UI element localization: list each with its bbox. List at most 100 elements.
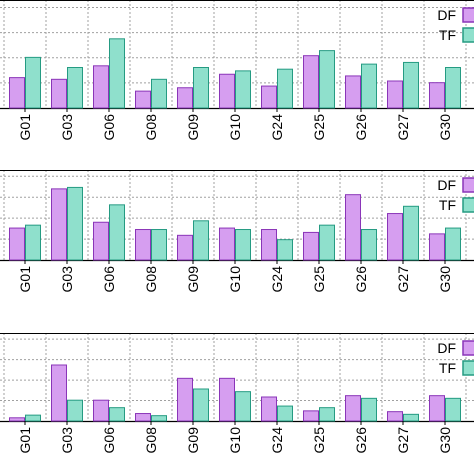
x-tick-label-g24: G24 (269, 427, 285, 454)
bar-df-g06 (93, 399, 109, 422)
x-tick-label-g08: G08 (143, 266, 159, 293)
bar-df-g25 (303, 55, 319, 109)
bar-df-g03 (51, 78, 67, 109)
bar-df-g26 (345, 395, 361, 422)
x-tick-label-g30: G30 (437, 427, 453, 454)
bar-tf-g08 (151, 78, 167, 109)
bar-tf-g03 (67, 399, 83, 422)
x-tick-label-g06: G06 (101, 427, 117, 454)
x-tick-label-g10: G10 (227, 114, 243, 141)
bar-df-g25 (303, 231, 319, 261)
bar-tf-g24 (277, 405, 293, 422)
x-tick-label-g06: G06 (101, 266, 117, 293)
x-tick-label-g25: G25 (311, 266, 327, 293)
x-tick-label-g25: G25 (311, 114, 327, 141)
bar-tf-g24 (277, 68, 293, 109)
bar-df-g27 (387, 80, 403, 109)
legend-label-df: DF (437, 340, 456, 356)
x-tick-label-g25: G25 (311, 427, 327, 454)
x-tick-label-g10: G10 (227, 266, 243, 293)
x-tick-label-g06: G06 (101, 114, 117, 141)
chart-panel-2: G01 G03 G06 G08 G09 G10 G24 G25 G26 G27 G30 DF TF (0, 170, 474, 292)
bar-tf-g06 (109, 407, 125, 422)
bar-tf-g26 (361, 63, 377, 109)
x-tick-label-g30: G30 (437, 114, 453, 141)
bar-df-g24 (261, 396, 277, 422)
bar-df-g06 (93, 221, 109, 261)
x-tick-label-g27: G27 (395, 266, 411, 293)
x-tick-label-g01: G01 (17, 427, 33, 454)
x-tick-label-g24: G24 (269, 266, 285, 293)
x-tick-label-g08: G08 (143, 427, 159, 454)
x-tick-label-g30: G30 (437, 266, 453, 293)
x-tick-label-g27: G27 (395, 427, 411, 454)
bar-df-g10 (219, 377, 235, 422)
bar-df-g10 (219, 227, 235, 261)
bar-tf-g10 (235, 229, 251, 261)
x-tick-label-g09: G09 (185, 266, 201, 293)
bar-df-g08 (135, 229, 151, 261)
bar-df-g24 (261, 229, 277, 261)
x-tick-label-g01: G01 (17, 266, 33, 293)
bar-df-g24 (261, 85, 277, 109)
legend-label-tf: TF (439, 27, 456, 43)
bar-df-g06 (93, 65, 109, 109)
legend-label-df: DF (437, 7, 456, 23)
bar-tf-g08 (151, 229, 167, 261)
x-tick-label-g10: G10 (227, 427, 243, 454)
chart-panel-3: G01 G03 G06 G08 G09 G10 G24 G25 G26 G27 G30 DF TF (0, 333, 474, 453)
bar-tf-g26 (361, 229, 377, 261)
bar-df-g30 (429, 233, 445, 261)
bar-tf-g06 (109, 204, 125, 261)
bar-df-g30 (429, 395, 445, 422)
bar-tf-g30 (445, 67, 461, 109)
x-tick-label-g26: G26 (353, 266, 369, 293)
bar-tf-g26 (361, 397, 377, 422)
x-tick-label-g09: G09 (185, 114, 201, 141)
x-tick-label-g08: G08 (143, 114, 159, 141)
bar-df-g01 (9, 417, 25, 422)
bar-tf-g09 (193, 388, 209, 422)
x-tick-label-g03: G03 (59, 266, 75, 293)
bar-df-g01 (9, 77, 25, 109)
bar-tf-g27 (403, 413, 419, 422)
legend-label-tf: TF (439, 197, 456, 213)
bar-df-g27 (387, 411, 403, 422)
bar-tf-g25 (319, 407, 335, 422)
bar-tf-g01 (25, 414, 41, 422)
bar-tf-g10 (235, 391, 251, 422)
legend-swatch-tf (462, 27, 474, 43)
bar-tf-g27 (403, 61, 419, 109)
bar-tf-g27 (403, 205, 419, 261)
bar-df-g09 (177, 234, 193, 261)
bar-df-g27 (387, 213, 403, 261)
bar-tf-g06 (109, 38, 125, 109)
x-tick-label-g09: G09 (185, 427, 201, 454)
bar-df-g30 (429, 82, 445, 109)
bar-tf-g25 (319, 224, 335, 261)
bar-df-g03 (51, 188, 67, 261)
bar-tf-g03 (67, 67, 83, 109)
legend-swatch-tf (462, 360, 474, 376)
bar-df-g08 (135, 413, 151, 422)
x-tick-label-g03: G03 (59, 114, 75, 141)
legend-swatch-tf (462, 197, 474, 213)
x-tick-label-g27: G27 (395, 114, 411, 141)
bar-df-g01 (9, 227, 25, 261)
bar-df-g26 (345, 194, 361, 261)
bar-tf-g09 (193, 220, 209, 261)
bar-tf-g30 (445, 227, 461, 261)
chart-panel-1: G01 G03 G06 G08 G09 G10 G24 G25 G26 G27 G30 DF TF (0, 0, 474, 140)
x-tick-label-g26: G26 (353, 427, 369, 454)
legend-label-tf: TF (439, 360, 456, 376)
x-tick-label-g24: G24 (269, 114, 285, 141)
bar-df-g03 (51, 364, 67, 422)
bar-tf-g01 (25, 56, 41, 109)
bar-tf-g24 (277, 239, 293, 261)
bar-tf-g10 (235, 70, 251, 109)
x-tick-label-g03: G03 (59, 427, 75, 454)
bar-df-g25 (303, 410, 319, 422)
legend-swatch-df (462, 7, 474, 23)
bar-tf-g08 (151, 415, 167, 422)
